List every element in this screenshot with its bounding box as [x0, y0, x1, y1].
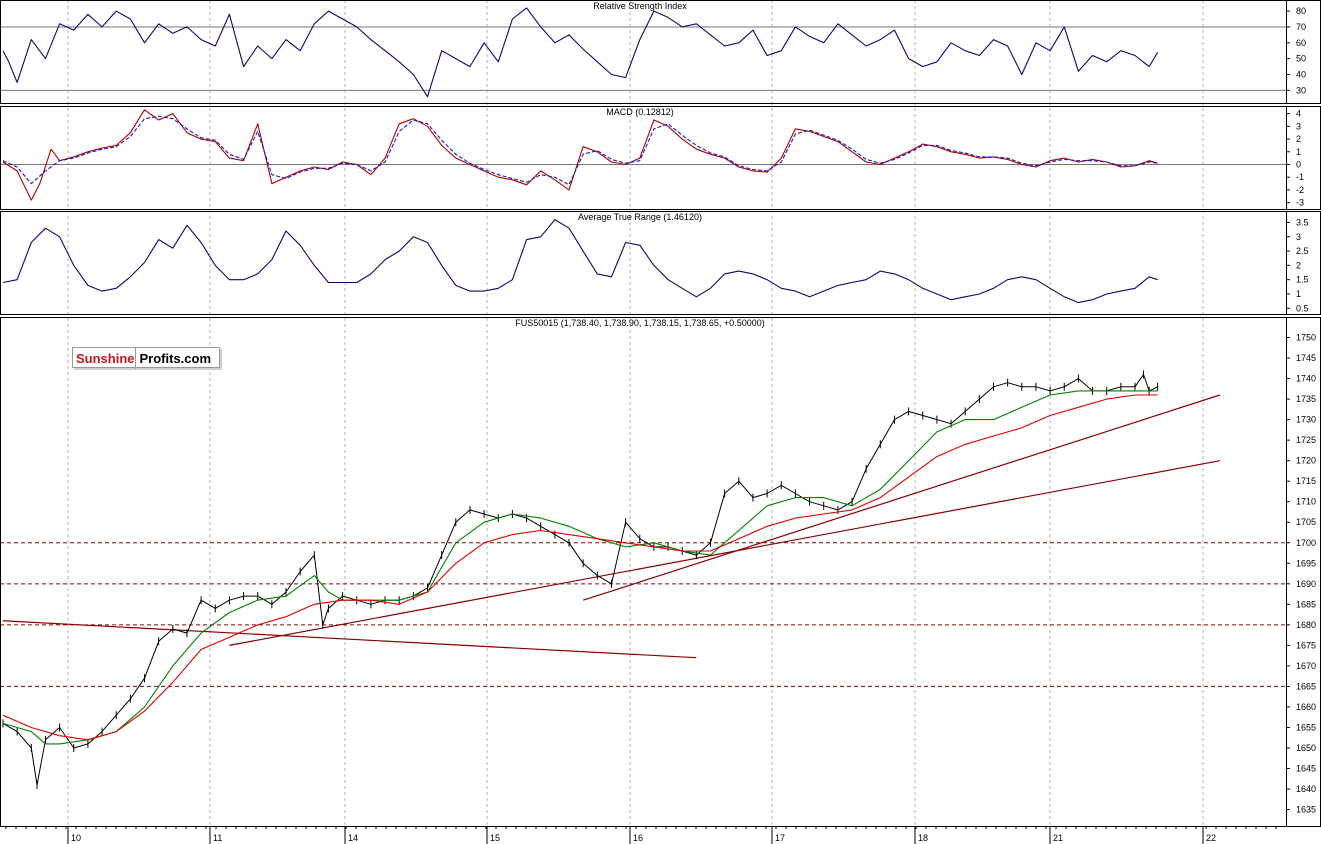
- x-tick-label: 14: [348, 833, 358, 843]
- pane-title: Relative Strength Index: [593, 1, 687, 11]
- y-tick-label: 80: [1296, 6, 1306, 16]
- y-tick-label: 1: [1296, 289, 1301, 299]
- x-tick-label: 17: [775, 833, 785, 843]
- x-tick-label: 11: [213, 833, 222, 843]
- y-tick-label: 1.5: [1296, 275, 1309, 285]
- y-tick-label: 2: [1296, 260, 1301, 270]
- x-tick-label: 22: [1206, 833, 1216, 843]
- trendline: [229, 460, 1221, 646]
- pane-frame: [0, 0, 1321, 104]
- trendline: [582, 394, 1221, 601]
- y-tick-label: 1685: [1296, 599, 1316, 609]
- y-tick-label: 1730: [1296, 415, 1316, 425]
- y-tick-label: 1670: [1296, 661, 1316, 671]
- pane-frame: [0, 211, 1321, 315]
- y-tick-label: 1660: [1296, 702, 1316, 712]
- y-tick-label: 1650: [1296, 743, 1316, 753]
- y-tick-label: 1750: [1296, 333, 1316, 343]
- sma_fast-line: [2, 390, 1158, 745]
- y-tick-label: 60: [1296, 38, 1306, 48]
- y-tick-label: 1690: [1296, 579, 1316, 589]
- sunshine-profits-logo: Sunshine Profits.com: [72, 347, 220, 369]
- pane-frame: [0, 106, 1321, 210]
- trendline: [2, 620, 697, 659]
- y-tick-label: -2: [1296, 185, 1304, 195]
- x-tick-label: 16: [633, 833, 643, 843]
- y-tick-label: 50: [1296, 54, 1306, 64]
- y-tick-label: 3: [1296, 232, 1301, 242]
- y-tick-label: -3: [1296, 198, 1304, 208]
- pane-title: MACD (0.12812): [606, 107, 674, 117]
- y-tick-label: -1: [1296, 172, 1304, 182]
- logo-divider: [134, 348, 136, 369]
- y-tick-label: 1725: [1296, 435, 1316, 445]
- y-tick-label: 70: [1296, 22, 1306, 32]
- logo-part2: Profits.com: [139, 351, 212, 366]
- y-tick-label: 3: [1296, 121, 1301, 131]
- x-tick-label: 10: [71, 833, 81, 843]
- series-layer: [2, 7, 1221, 789]
- x-tick-label: 21: [1053, 833, 1063, 843]
- y-tick-label: 4: [1296, 109, 1301, 119]
- x-tick-label: 15: [490, 833, 500, 843]
- y-tick-label: 1680: [1296, 620, 1316, 630]
- pane-title: Average True Range (1.46120): [578, 212, 702, 222]
- y-tick-label: 1655: [1296, 722, 1316, 732]
- y-tick-label: 1710: [1296, 497, 1316, 507]
- y-tick-label: 1: [1296, 147, 1301, 157]
- y-tick-label: 2.5: [1296, 246, 1309, 256]
- y-tick-label: 1745: [1296, 353, 1316, 363]
- pane-frame: [0, 317, 1321, 827]
- series-0-line: [2, 109, 1158, 201]
- y-tick-label: 3.5: [1296, 217, 1309, 227]
- y-tick-label: 1715: [1296, 476, 1316, 486]
- y-tick-label: 1735: [1296, 394, 1316, 404]
- y-tick-label: 0.5: [1296, 303, 1309, 313]
- y-tick-label: 40: [1296, 69, 1306, 79]
- series-1-line: [2, 115, 1158, 186]
- logo-part1: Sunshine: [76, 351, 135, 366]
- y-tick-label: 1635: [1296, 805, 1316, 815]
- y-tick-label: 30: [1296, 85, 1306, 95]
- y-tick-label: 1675: [1296, 640, 1316, 650]
- y-tick-label: 2: [1296, 134, 1301, 144]
- y-tick-label: 1640: [1296, 784, 1316, 794]
- x-tick-label: 18: [918, 833, 928, 843]
- y-tick-label: 1645: [1296, 764, 1316, 774]
- y-tick-label: 1740: [1296, 374, 1316, 384]
- y-tick-label: 0: [1296, 159, 1301, 169]
- y-tick-label: 1665: [1296, 681, 1316, 691]
- series-0-line: [2, 7, 1159, 98]
- y-tick-label: 1720: [1296, 456, 1316, 466]
- series-0-line: [2, 219, 1158, 304]
- text-layer: Relative Strength Index807060504030MACD …: [71, 1, 1316, 843]
- y-tick-label: 1695: [1296, 558, 1316, 568]
- pane-title: FUS50015 (1,738.40, 1,738.90, 1,738.15, …: [515, 318, 764, 328]
- y-tick-label: 1705: [1296, 517, 1316, 527]
- price-line: [2, 374, 1158, 786]
- y-tick-label: 1700: [1296, 538, 1316, 548]
- sma_slow-line: [2, 394, 1158, 741]
- grid-layer: [0, 0, 1286, 826]
